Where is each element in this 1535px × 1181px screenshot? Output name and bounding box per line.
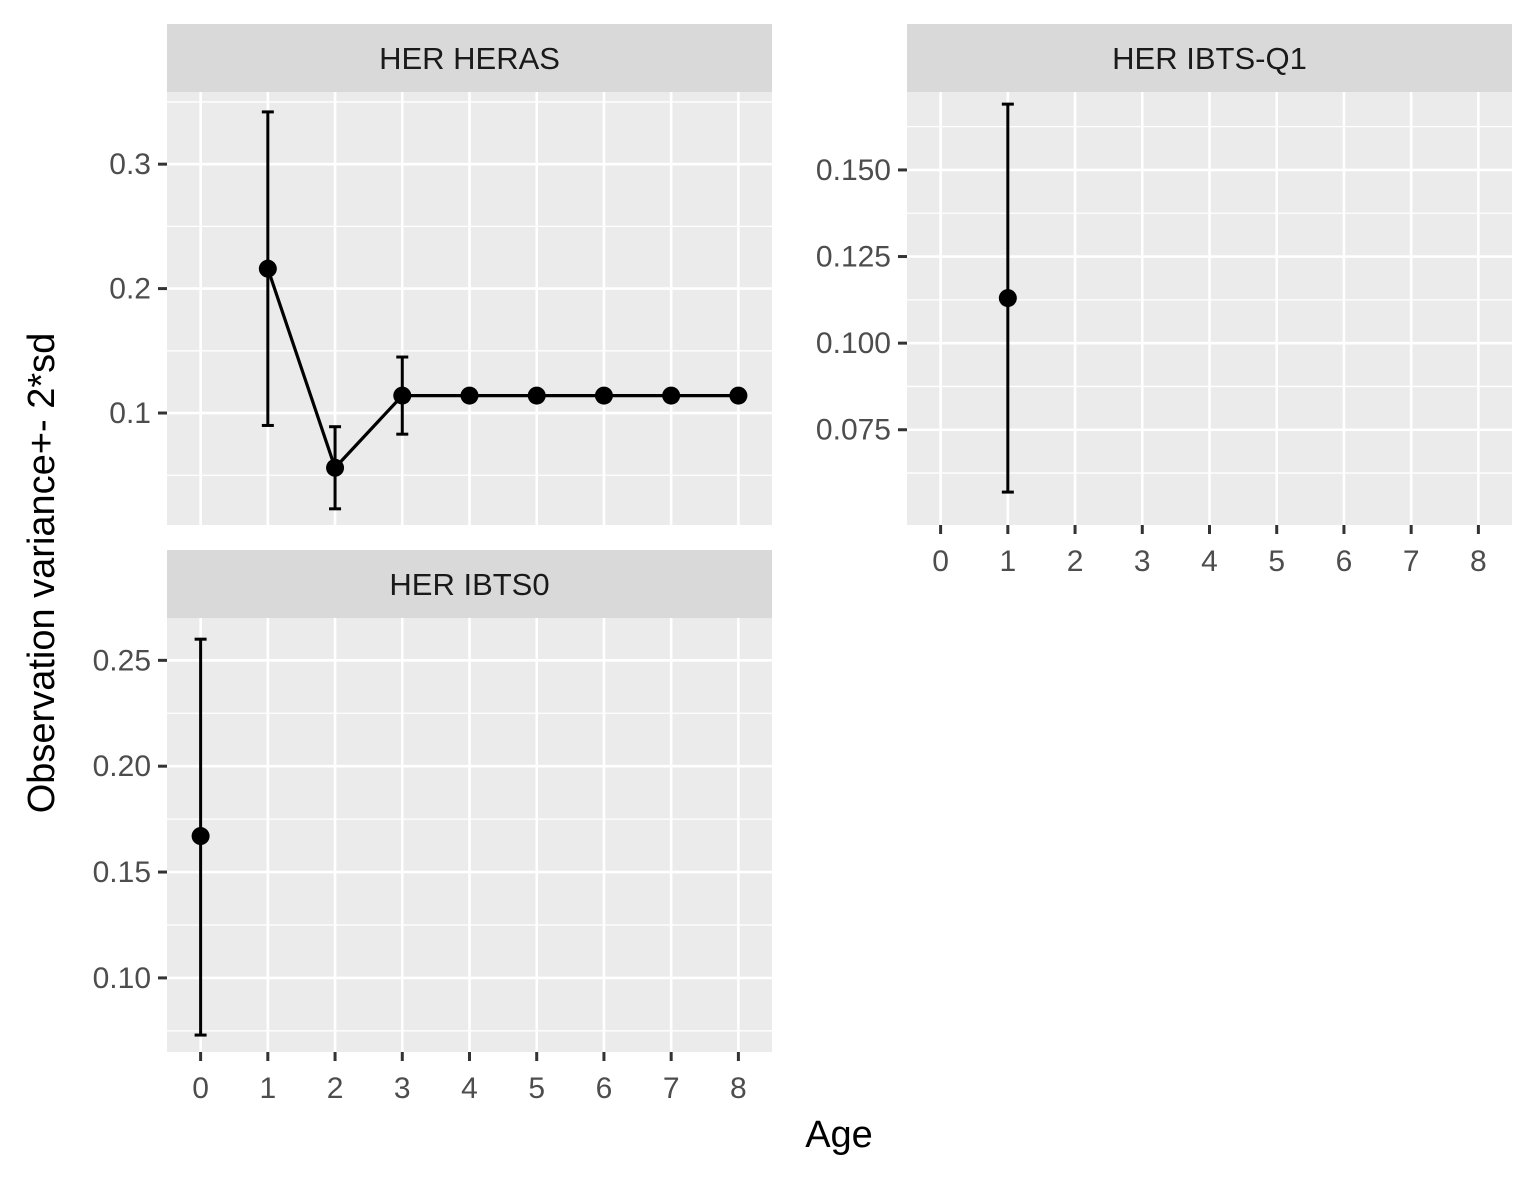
data-point (191, 827, 210, 846)
panel-title: HER IBTS0 (389, 567, 549, 602)
panel-strip (167, 550, 772, 618)
x-tick-label: 2 (327, 1072, 344, 1105)
panel-strip (907, 24, 1512, 92)
panel-strip (167, 24, 772, 92)
y-tick-label: 0.10 (93, 962, 151, 995)
y-tick-label: 0.100 (816, 327, 891, 360)
panel-title: HER IBTS-Q1 (1112, 41, 1307, 76)
data-point (594, 386, 613, 405)
data-point (326, 458, 345, 477)
x-tick-label: 2 (1067, 545, 1084, 578)
panel-3: HER IBTS0 0.10 0.15 0.20 0.25 0 1 2 3 4 5 6 7 8 (93, 550, 772, 1105)
y-tick-label: 0.2 (109, 273, 151, 306)
y-tick-label: 0.25 (93, 644, 151, 677)
x-tick-label: 3 (1134, 545, 1151, 578)
x-tick-label: 4 (461, 1072, 478, 1105)
x-tick-label: 5 (1268, 545, 1285, 578)
x-tick-label: 0 (192, 1072, 209, 1105)
data-point (527, 386, 546, 405)
x-tick-label: 4 (1201, 545, 1218, 578)
y-tick-label: 0.125 (816, 241, 891, 274)
data-point (662, 386, 681, 405)
data-point (258, 259, 277, 278)
y-axis-title: Observation variance+- 2*sd (21, 333, 63, 814)
data-point (393, 386, 412, 405)
x-axis-title: Age (805, 1114, 873, 1156)
y-tick-label: 0.15 (93, 856, 151, 889)
y-tick-label: 0.1 (109, 397, 151, 430)
x-tick-label: 6 (1336, 545, 1353, 578)
data-point (729, 386, 748, 405)
panel-1: HER HERAS 0.1 0.2 0.3 (109, 24, 772, 525)
x-tick-label: 7 (663, 1072, 680, 1105)
series-line (266, 268, 739, 471)
x-tick-label: 8 (1470, 545, 1487, 578)
x-tick-label: 0 (932, 545, 949, 578)
panel-2: HER IBTS-Q1 0.075 0.100 0.125 0.150 0 1 2 3 4 5 6 7 8 (816, 24, 1512, 578)
x-tick-label: 8 (730, 1072, 747, 1105)
x-tick-label: 3 (394, 1072, 411, 1105)
y-tick-label: 0.3 (109, 148, 151, 181)
y-tick-label: 0.150 (816, 154, 891, 187)
data-point (998, 289, 1017, 308)
panel-title: HER HERAS (379, 41, 560, 76)
x-tick-label: 7 (1403, 545, 1420, 578)
y-tick-label: 0.20 (93, 750, 151, 783)
x-tick-label: 1 (259, 1072, 276, 1105)
data-point (460, 386, 479, 405)
x-tick-label: 5 (528, 1072, 545, 1105)
y-tick-label: 0.075 (816, 414, 891, 447)
x-tick-label: 1 (999, 545, 1016, 578)
x-tick-label: 6 (596, 1072, 613, 1105)
